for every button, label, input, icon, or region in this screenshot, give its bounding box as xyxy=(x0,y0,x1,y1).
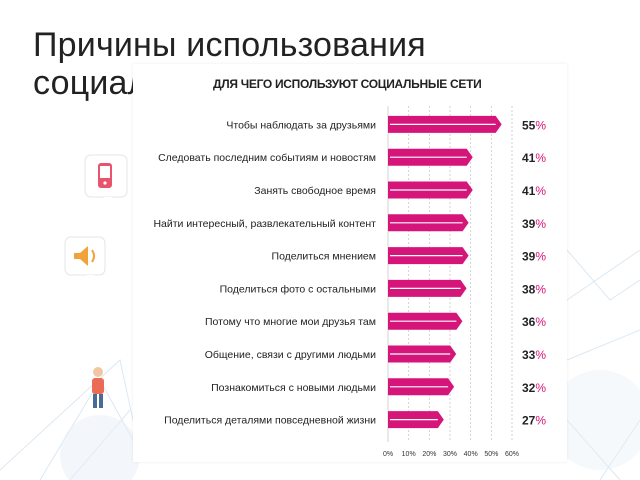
value-label: 27% xyxy=(522,414,546,428)
value-label: 39% xyxy=(522,217,546,231)
value-label: 38% xyxy=(522,282,546,296)
category-label: Поделиться фото с остальными xyxy=(220,283,377,295)
category-label: Потому что многие мои друзья там xyxy=(205,316,376,328)
bar-chart: 0% 10% 20% 30% 40% 50% 60% Чтобы наблюдать за д… xyxy=(153,106,546,458)
value-label: 39% xyxy=(522,250,546,264)
value-label: 33% xyxy=(522,348,546,362)
x-tick-label: 0% xyxy=(383,451,393,458)
person-icon xyxy=(92,367,104,408)
value-label: 55% xyxy=(522,118,546,132)
category-label: Найти интересный, развлекательный контен… xyxy=(153,218,376,230)
value-label: 41% xyxy=(522,151,546,165)
speaker-icon xyxy=(64,236,106,285)
x-tick-label: 10% xyxy=(402,451,416,458)
category-label: Чтобы наблюдать за друзьями xyxy=(226,119,376,131)
x-tick-label: 30% xyxy=(443,451,457,458)
value-label: 32% xyxy=(522,381,546,395)
value-label: 36% xyxy=(522,315,546,329)
x-tick-label: 20% xyxy=(422,451,436,458)
category-label: Общение, связи с другими людьми xyxy=(205,349,376,361)
phone-icon xyxy=(84,154,128,209)
value-label: 41% xyxy=(522,184,546,198)
category-label: Поделиться мнением xyxy=(272,251,376,263)
chart-card: ДЛЯ ЧЕГО ИСПОЛЬЗУЮТ СОЦИАЛЬНЫЕ СЕТИ 0% 10… xyxy=(133,64,567,462)
category-label: Следовать последним событиям и новостям xyxy=(158,152,376,164)
x-tick-label: 60% xyxy=(505,451,519,458)
x-tick-label: 40% xyxy=(464,451,478,458)
category-label: Поделиться деталями повседневной жизни xyxy=(164,415,376,427)
chart-title: ДЛЯ ЧЕГО ИСПОЛЬЗУЮТ СОЦИАЛЬНЫЕ СЕТИ xyxy=(213,77,482,91)
category-label: Познакомиться с новыми людьми xyxy=(211,382,376,394)
category-label: Занять свободное время xyxy=(254,185,376,197)
x-tick-label: 50% xyxy=(484,451,498,458)
